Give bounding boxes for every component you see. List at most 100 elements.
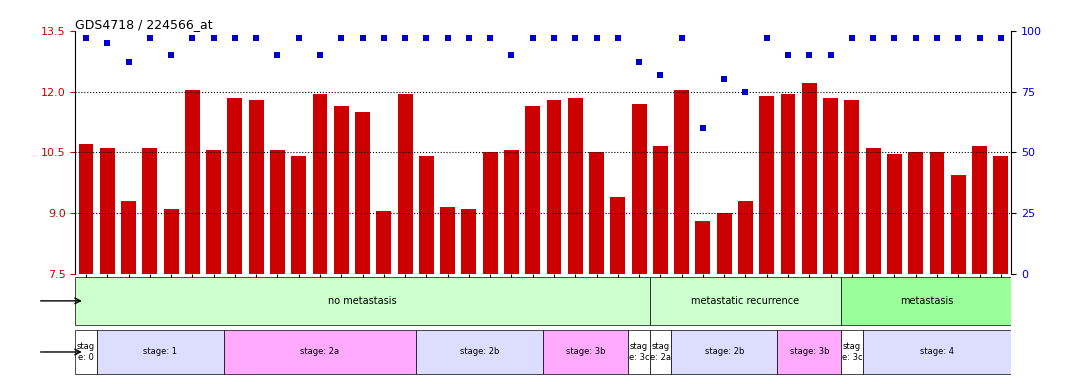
Text: stage: 2b: stage: 2b <box>705 348 744 356</box>
Bar <box>504 151 519 274</box>
Point <box>992 35 1009 41</box>
Point <box>162 52 180 58</box>
Point <box>907 35 924 41</box>
Point <box>567 35 584 41</box>
Text: stage: 3b: stage: 3b <box>566 348 606 356</box>
Point <box>759 35 776 41</box>
Point <box>631 59 648 65</box>
FancyBboxPatch shape <box>75 330 97 374</box>
Point <box>546 35 563 41</box>
Point <box>950 35 967 41</box>
FancyBboxPatch shape <box>224 330 415 374</box>
Bar <box>653 146 668 274</box>
Point <box>206 35 223 41</box>
Point <box>779 52 796 58</box>
Bar <box>802 83 817 274</box>
Point <box>844 35 861 41</box>
Bar <box>483 152 497 274</box>
Point <box>77 35 95 41</box>
Bar <box>79 144 94 274</box>
Bar <box>292 156 307 274</box>
Bar <box>142 148 157 274</box>
Bar <box>462 209 477 274</box>
Bar <box>334 106 349 274</box>
Text: stag
e: 2a: stag e: 2a <box>650 342 671 362</box>
Point <box>482 35 499 41</box>
FancyBboxPatch shape <box>650 277 841 325</box>
Point <box>461 35 478 41</box>
Point <box>801 52 818 58</box>
FancyBboxPatch shape <box>543 330 628 374</box>
Bar <box>738 201 753 274</box>
FancyBboxPatch shape <box>863 330 1011 374</box>
FancyBboxPatch shape <box>415 330 543 374</box>
Point <box>864 35 881 41</box>
Text: metastatic recurrence: metastatic recurrence <box>692 296 799 306</box>
FancyBboxPatch shape <box>671 330 777 374</box>
Point <box>311 52 328 58</box>
FancyBboxPatch shape <box>841 277 1011 325</box>
Bar <box>312 94 327 274</box>
Bar <box>717 213 732 274</box>
Point <box>417 35 435 41</box>
Bar <box>951 175 965 274</box>
Bar <box>780 94 795 274</box>
Point <box>694 125 711 131</box>
Point <box>119 59 137 65</box>
FancyBboxPatch shape <box>777 330 841 374</box>
Bar <box>525 106 540 274</box>
Point <box>396 35 413 41</box>
Bar <box>440 207 455 274</box>
Point <box>609 35 626 41</box>
Bar <box>632 104 647 274</box>
Bar <box>185 89 200 274</box>
Bar <box>675 89 689 274</box>
Point <box>354 35 371 41</box>
FancyBboxPatch shape <box>75 277 650 325</box>
Bar <box>866 148 880 274</box>
FancyBboxPatch shape <box>841 330 863 374</box>
Point <box>291 35 308 41</box>
Point <box>524 35 541 41</box>
Point <box>502 52 520 58</box>
Text: stag
e: 3c: stag e: 3c <box>841 342 862 362</box>
Point <box>376 35 393 41</box>
FancyBboxPatch shape <box>628 330 650 374</box>
Bar <box>695 221 710 274</box>
Text: stag
e: 0: stag e: 0 <box>76 342 95 362</box>
Point <box>652 71 669 78</box>
Bar <box>270 151 285 274</box>
Point <box>674 35 691 41</box>
Bar <box>100 148 115 274</box>
Bar <box>419 156 434 274</box>
Point <box>886 35 903 41</box>
Point <box>99 40 116 46</box>
Point <box>737 88 754 94</box>
Point <box>184 35 201 41</box>
Point <box>587 35 605 41</box>
Bar <box>164 209 179 274</box>
Bar <box>908 152 923 274</box>
Bar <box>122 201 136 274</box>
FancyBboxPatch shape <box>650 330 671 374</box>
Bar <box>547 100 562 274</box>
Bar <box>823 98 838 274</box>
Point <box>716 76 733 83</box>
Bar <box>887 154 902 274</box>
Bar <box>207 151 221 274</box>
Text: GDS4718 / 224566_at: GDS4718 / 224566_at <box>75 18 213 31</box>
Bar <box>760 96 775 274</box>
Bar <box>377 211 392 274</box>
Text: metastasis: metastasis <box>900 296 953 306</box>
Text: no metastasis: no metastasis <box>328 296 397 306</box>
Bar <box>993 156 1008 274</box>
Point <box>269 52 286 58</box>
Bar <box>398 94 412 274</box>
Bar <box>227 98 242 274</box>
Bar <box>590 152 604 274</box>
Text: stag
e: 3c: stag e: 3c <box>628 342 650 362</box>
Bar <box>610 197 625 274</box>
Point <box>226 35 243 41</box>
Text: stage: 2b: stage: 2b <box>459 348 499 356</box>
Point <box>971 35 988 41</box>
